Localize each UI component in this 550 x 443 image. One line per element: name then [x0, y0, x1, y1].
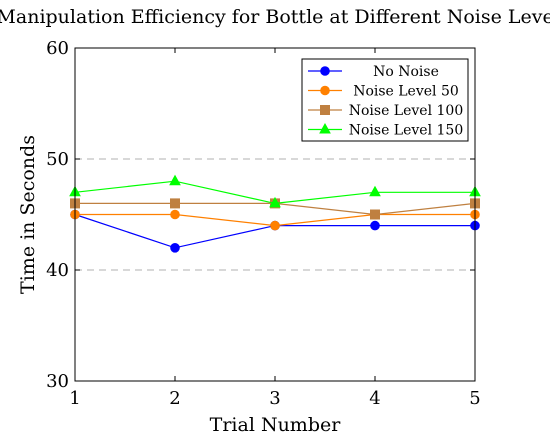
data-point	[270, 220, 280, 231]
series-layer	[69, 174, 481, 253]
data-point	[170, 209, 180, 220]
data-point	[169, 174, 181, 186]
x-tick-label: 1	[69, 388, 80, 409]
series-2	[70, 209, 480, 231]
legend-marker	[320, 66, 330, 76]
legend-marker	[320, 105, 330, 115]
data-point	[170, 243, 180, 253]
legend-item: No Noise	[308, 64, 439, 80]
data-point	[370, 209, 380, 220]
y-tick-label: 40	[46, 260, 69, 281]
x-tick-label: 5	[469, 388, 480, 409]
data-point	[369, 185, 381, 197]
legend-item: Noise Level 150	[308, 123, 463, 139]
x-tick-label: 2	[169, 388, 180, 409]
y-axis-label: Time in Seconds	[17, 135, 39, 294]
x-tick-label: 3	[269, 388, 280, 409]
x-tick-label: 4	[369, 388, 380, 409]
series-4	[69, 174, 481, 208]
legend-marker	[319, 122, 331, 134]
data-point	[170, 198, 180, 209]
legend-label: Noise Level 50	[353, 84, 459, 100]
series-line	[74, 213, 475, 249]
legend-label: Noise Level 150	[349, 123, 464, 139]
legend: No Noise Noise Level 50 Noise Level 100 Noi…	[301, 58, 469, 142]
chart-title: Manipulation Efficiency for Bottle at Di…	[0, 6, 550, 28]
legend-item: Noise Level 50	[308, 84, 459, 100]
y-tick-label: 50	[46, 149, 69, 170]
y-tick-label: 30	[46, 371, 69, 392]
data-point	[269, 196, 281, 208]
ticks: 30 40 50 60 1 2 3 4 5	[46, 38, 481, 409]
legend-label: Noise Level 100	[349, 103, 464, 119]
legend-item: Noise Level 100	[308, 103, 463, 119]
grid	[75, 158, 475, 271]
data-point	[370, 220, 380, 231]
legend-label: No Noise	[373, 64, 439, 80]
series-1	[70, 209, 480, 253]
x-axis-label: Trial Number	[210, 414, 342, 436]
y-tick-label: 60	[46, 38, 69, 59]
legend-marker	[320, 85, 330, 96]
legend-box	[301, 58, 469, 142]
